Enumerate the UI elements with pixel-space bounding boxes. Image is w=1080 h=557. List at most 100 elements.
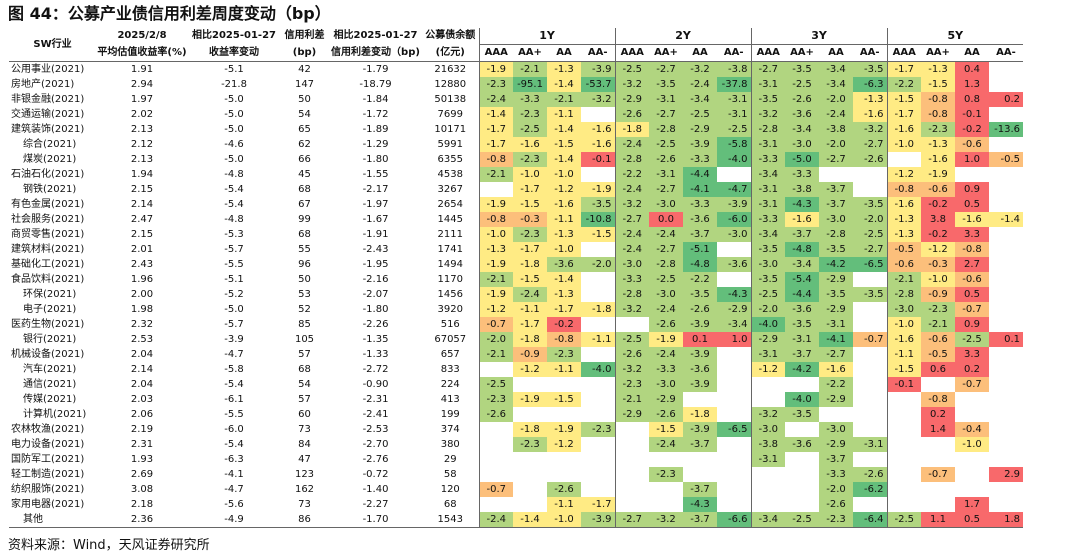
heatmap-cell: 0.1 [683,332,717,347]
heatmap-cell [717,482,751,497]
heatmap-cell: -2.2 [819,377,853,392]
heatmap-cell [513,452,547,467]
heatmap-cell: -4.8 [785,242,819,257]
avg-yield: 1.97 [130,94,154,105]
bond-balance: 199 [440,409,460,420]
heatmap-cell [989,77,1023,92]
yield-change: -4.6 [224,139,244,150]
spread-change: -2.41 [362,409,389,420]
heatmap-cell [478,422,513,437]
heatmap-cell: -2.8 [750,122,785,137]
header-rating-2-3: AA [683,44,717,62]
heatmap-cell: -3.5 [785,61,819,77]
header-spread-change-top: 相比2025-01-27 [329,28,422,45]
heatmap-cell: -1.1 [547,212,581,227]
yield-change: -21.8 [221,79,247,90]
heatmap-cell: -2.6 [853,152,887,167]
heatmap-cell: -3.5 [853,61,887,77]
table-row: 环保(2021) 2.00 -5.2 53 -2.07 1456 -1.9 -2.4 -1.3 -… [9,287,1023,302]
credit-spread: 54 [298,109,311,120]
bond-balance: 68 [443,499,457,510]
header-spread-label: (bp) [280,44,329,62]
credit-spread: 47 [298,454,311,465]
heatmap-cell [989,497,1023,512]
heatmap-cell: -3.3 [750,212,785,227]
heatmap-cell: -0.2 [921,227,955,242]
credit-spread: 57 [298,394,311,405]
avg-yield: 1.96 [130,274,154,285]
avg-yield: 2.13 [130,124,154,135]
heatmap-cell: -2.6 [614,107,649,122]
industry-name: 电力设备(2021) [11,439,85,450]
heatmap-cell: -1.1 [547,362,581,377]
heatmap-cell: -2.5 [649,137,683,152]
heatmap-cell: -2.0 [819,92,853,107]
heatmap-cell: -0.2 [547,317,581,332]
heatmap-cell [683,467,717,482]
heatmap-cell: -1.7 [478,122,513,137]
heatmap-cell: 0.9 [955,317,989,332]
yield-change: -5.6 [224,499,244,510]
heatmap-cell: 0.5 [955,512,989,528]
avg-yield: 2.02 [130,109,154,120]
heatmap-cell: -2.4 [683,77,717,92]
heatmap-cell: -2.3 [513,437,547,452]
heatmap-cell: 3.8 [921,212,955,227]
credit-spread: 86 [280,512,329,528]
heatmap-cell: -0.8 [478,212,513,227]
yield-change: -5.7 [224,319,244,330]
industry-name: 钢铁(2021) [23,184,77,195]
heatmap-cell: -2.1 [478,272,513,287]
bond-balance: 7699 [437,109,463,120]
heatmap-cell [717,242,751,257]
heatmap-cell: -1.6 [853,107,887,122]
yield-change: -5.0 [224,304,244,315]
heatmap-cell: -3.0 [649,287,683,302]
heatmap-cell [478,362,513,377]
table-row: 综合(2021) 2.12 -4.6 62 -1.29 5991 -1.7 -1.6 -1.5-… [9,137,1023,152]
source-note: 资料来源：Wind，天风证券研究所 [8,538,210,553]
heatmap-cell: 1.7 [955,497,989,512]
heatmap-cell: -2.3 [513,107,547,122]
heatmap-cell [853,302,887,317]
heatmap-cell: -2.5 [955,332,989,347]
heatmap-cell: -3.6 [547,257,581,272]
yield-change: -3.9 [224,334,244,345]
heatmap-cell: -0.7 [955,302,989,317]
avg-yield: 3.08 [130,484,154,495]
heatmap-cell [921,482,955,497]
heatmap-cell [513,467,547,482]
heatmap-cell [853,422,887,437]
heatmap-cell: -2.1 [547,92,581,107]
heatmap-cell: -0.3 [513,212,547,227]
heatmap-cell: -0.5 [989,152,1023,167]
heatmap-cell: -3.5 [750,272,785,287]
heatmap-cell: -3.3 [649,362,683,377]
bond-balance: 413 [440,394,460,405]
heatmap-cell [785,497,819,512]
avg-yield: 2.04 [130,349,154,360]
table-row: 轻工制造(2021) 2.69 -4.1 123 -0.72 58 -2.3 -3.3 -2.6… [9,467,1023,482]
heatmap-cell: -0.5 [921,347,955,362]
heatmap-cell: -0.1 [886,377,921,392]
heatmap-cell: -1.8 [513,332,547,347]
heatmap-cell [513,497,547,512]
heatmap-cell [717,407,751,422]
heatmap-cell [614,497,649,512]
heatmap-cell [581,392,615,407]
heatmap-cell [717,467,751,482]
heatmap-cell: -2.7 [614,512,649,528]
heatmap-cell: -6.5 [717,422,751,437]
spread-change: -2.17 [362,184,389,195]
heatmap-cell: -0.7 [478,317,513,332]
heatmap-cell: -3.5 [819,287,853,302]
avg-yield: 1.93 [130,454,154,465]
heatmap-cell: -2.5 [785,77,819,92]
spread-change: -2.07 [362,289,389,300]
heatmap-cell: -2.7 [649,182,683,197]
heatmap-cell: -1.8 [614,122,649,137]
heatmap-cell: -2.4 [819,107,853,122]
heatmap-cell: -1.0 [547,167,581,182]
industry-name: 房地产(2021) [11,79,75,90]
heatmap-cell: -2.3 [921,122,955,137]
